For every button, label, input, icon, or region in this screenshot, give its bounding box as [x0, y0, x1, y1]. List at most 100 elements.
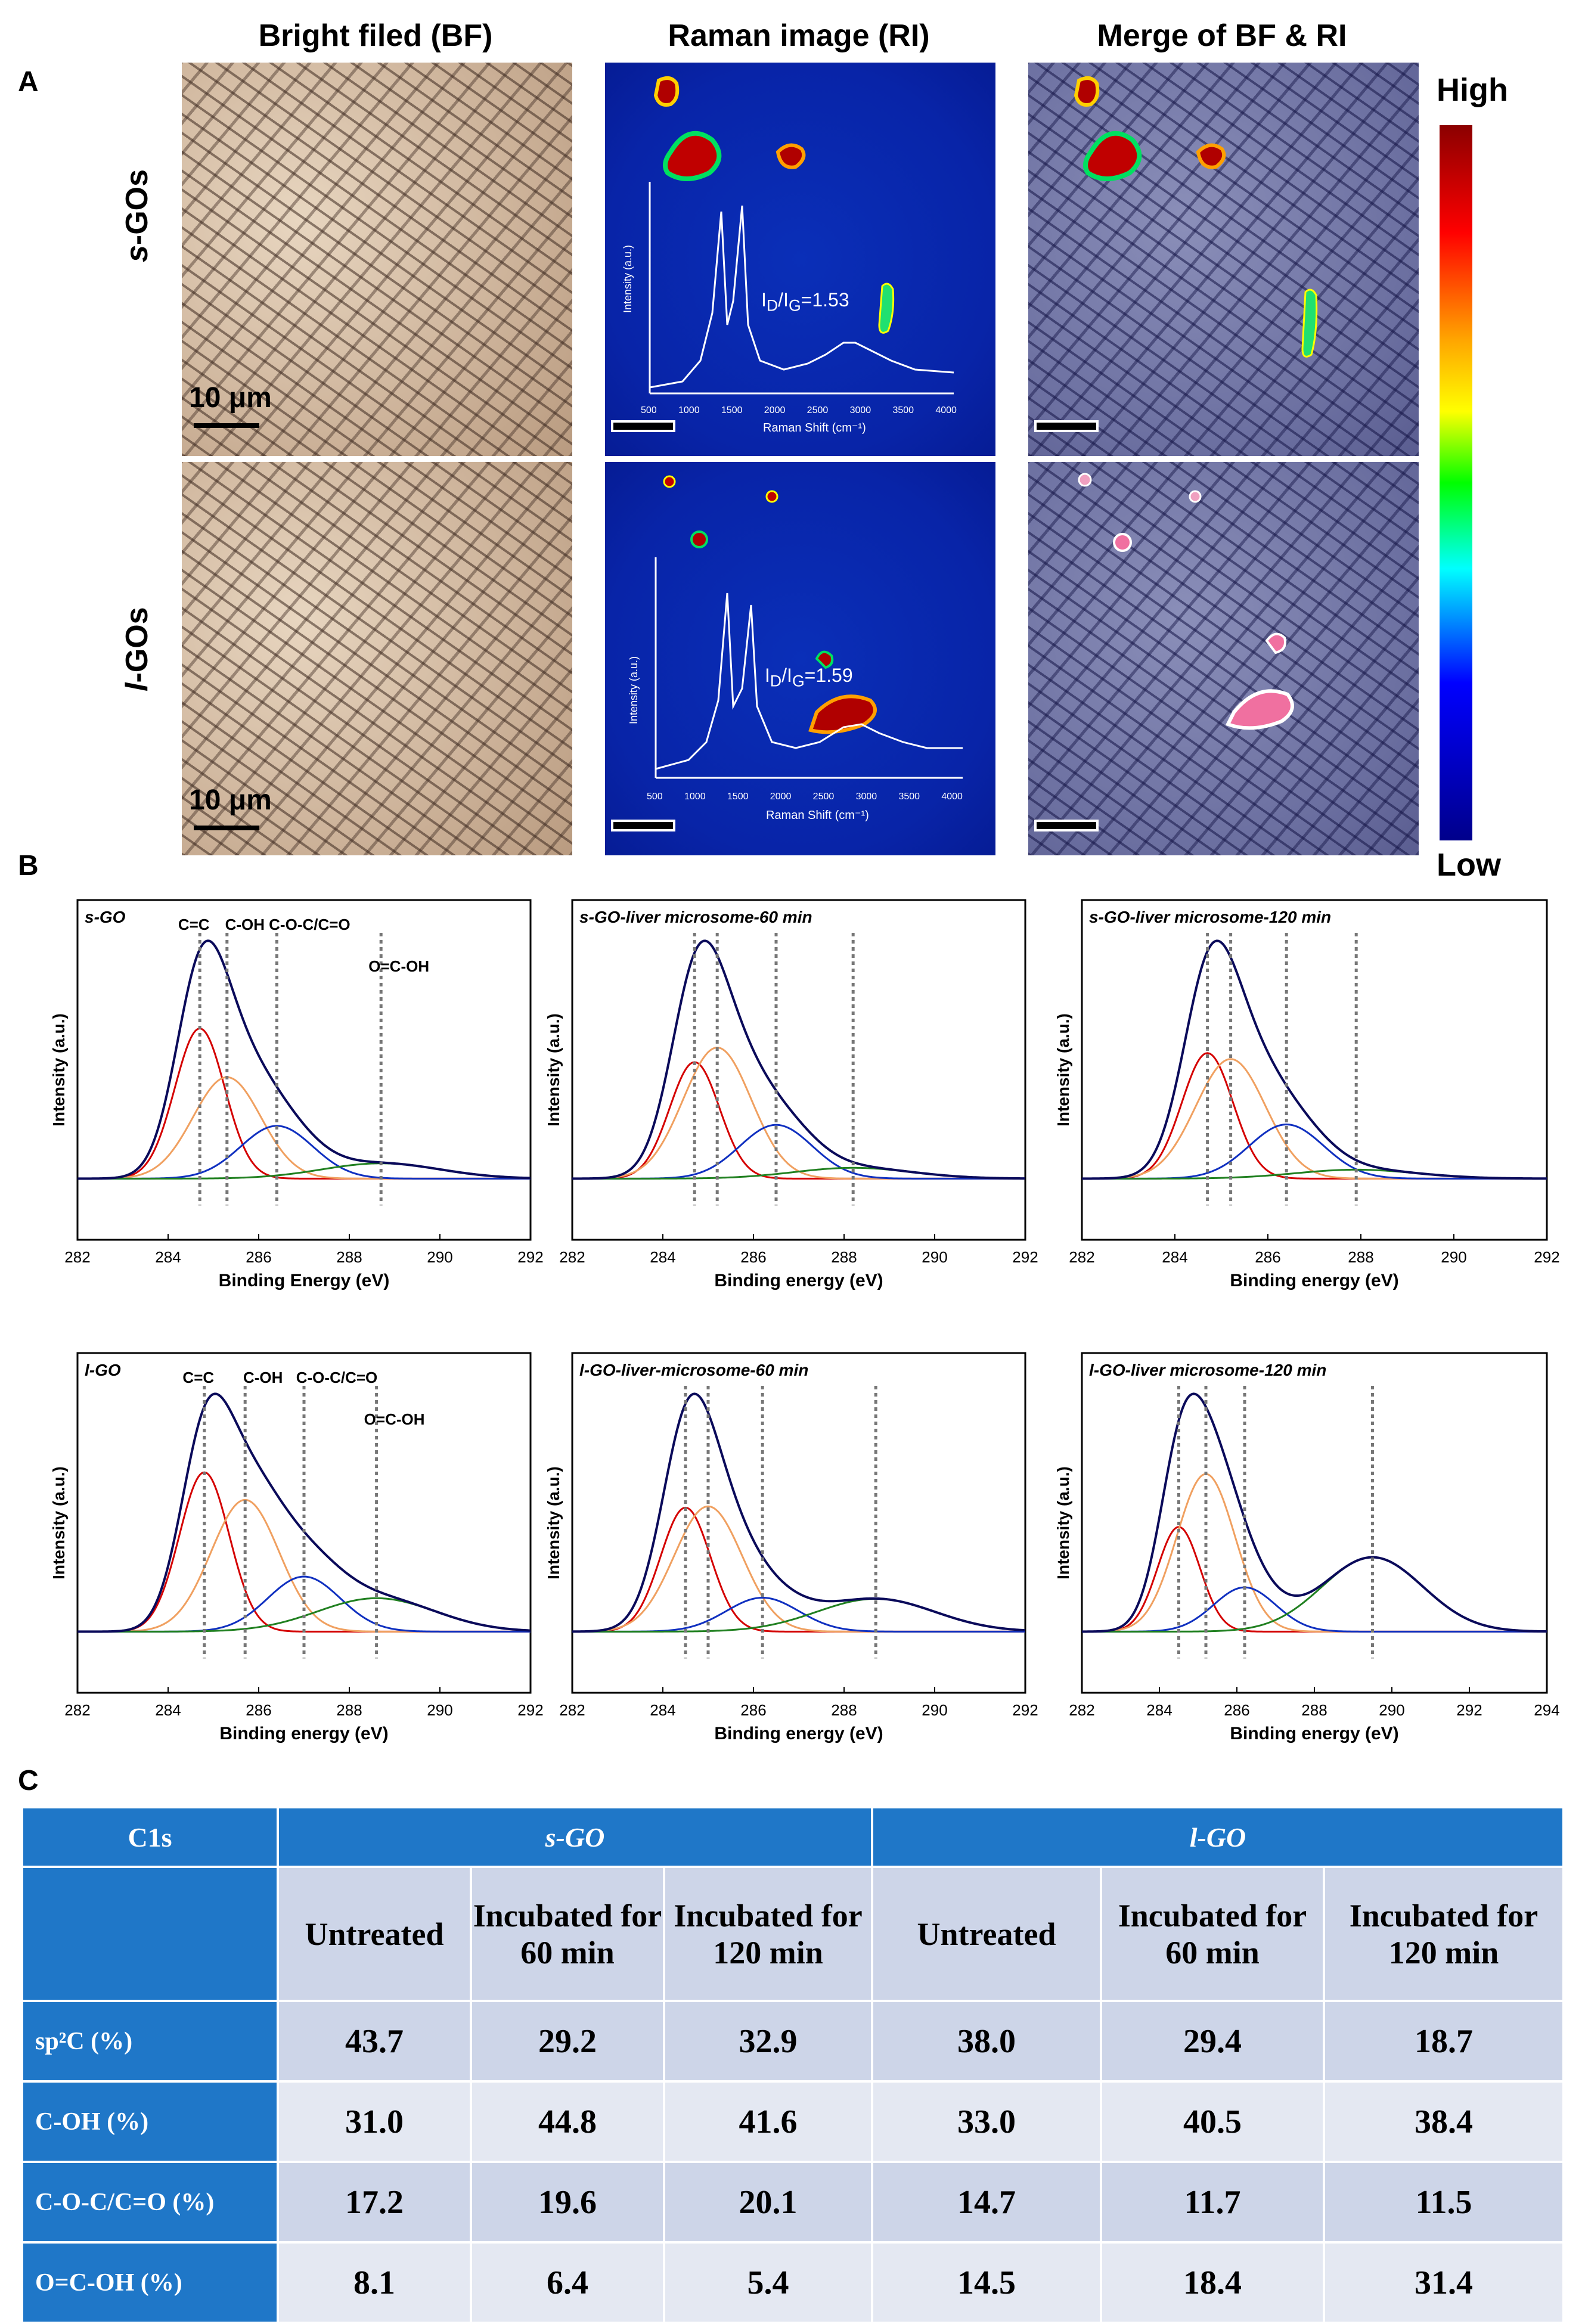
plot-title: l-GO — [85, 1361, 121, 1379]
id-ig-ratio: ID/IG=1.59 — [765, 665, 853, 690]
y-axis-label: Intensity (a.u.) — [544, 1466, 563, 1580]
x-tick-label: 286 — [1255, 1248, 1280, 1266]
colorbar — [1440, 125, 1472, 840]
row-label: C-OH (%) — [21, 2080, 279, 2163]
inset-ylabel: Intensity (a.u.) — [622, 244, 634, 313]
x-tick-label: 292 — [1012, 1701, 1038, 1719]
c1s-table: C1s s-GO l-GO Untreated Incubated for 60… — [21, 1806, 1565, 2324]
subheader: Untreated — [277, 1866, 472, 2002]
table-row: O=C-OH (%) 8.1 6.4 5.4 14.5 18.4 31.4 — [21, 2241, 1565, 2324]
x-tick-label: 284 — [155, 1248, 181, 1266]
table-cell: 17.2 — [277, 2161, 472, 2244]
x-tick-label: 284 — [1162, 1248, 1187, 1266]
scale-bar — [611, 420, 675, 432]
x-tick-label: 290 — [1441, 1248, 1466, 1266]
scale-label: 10 μm — [189, 382, 272, 414]
group-s-go: s-GO — [277, 1806, 873, 1868]
row-label: sp²C (%) — [21, 2000, 279, 2083]
peak-label: C-O-C/C=O — [296, 1369, 378, 1386]
table-cell: 20.1 — [663, 2161, 873, 2244]
plot-title: s-GO — [85, 908, 126, 926]
table-cell: 38.4 — [1323, 2080, 1565, 2163]
x-tick-label: 288 — [1348, 1248, 1373, 1266]
peak-label: C-OH — [243, 1369, 283, 1386]
group-l-go: l-GO — [871, 1806, 1565, 1868]
inset-xlabel: Raman Shift (cm⁻¹) — [766, 809, 869, 822]
component-curve — [1082, 1124, 1547, 1180]
panel-c-letter: C — [18, 1765, 39, 1796]
x-tick-label: 286 — [740, 1248, 766, 1266]
x-tick-label: 282 — [559, 1248, 585, 1266]
x-axis-label: Binding energy (eV) — [714, 1724, 883, 1743]
table-cell: 40.5 — [1100, 2080, 1325, 2163]
x-tick-label: 290 — [427, 1248, 452, 1266]
x-tick-label: 282 — [1069, 1248, 1094, 1266]
envelope-curve — [1081, 939, 1547, 1180]
x-tick-label: 286 — [246, 1701, 271, 1719]
raman-inset-spectrum — [655, 557, 963, 779]
peak-label: C-OH — [225, 916, 265, 933]
x-tick-label: 292 — [517, 1701, 543, 1719]
plot-title: s-GO-liver microsome-120 min — [1089, 908, 1331, 926]
colorbar-low: Low — [1437, 847, 1501, 883]
x-tick-label: 288 — [336, 1248, 362, 1266]
table-cell: 44.8 — [470, 2080, 665, 2163]
envelope-curve — [1081, 1392, 1547, 1633]
x-axis-label: Binding energy (eV) — [1230, 1271, 1398, 1290]
x-tick-label: 290 — [427, 1701, 452, 1719]
scale-bar — [1034, 820, 1099, 831]
raman-image-s-go: Intensity (a.u.) Raman Shift (cm⁻¹) 500 1… — [605, 63, 995, 456]
plot-title: l-GO-liver-microsome-60 min — [579, 1361, 808, 1379]
raman-hotspots — [653, 76, 895, 334]
x-tick-label: 290 — [1379, 1701, 1404, 1719]
x-tick-label: 288 — [336, 1701, 362, 1719]
table-cell: 5.4 — [663, 2241, 873, 2324]
colorbar-high: High — [1437, 72, 1508, 108]
table-cell: 41.6 — [663, 2080, 873, 2163]
y-axis-label: Intensity (a.u.) — [49, 1013, 68, 1127]
x-tick-label: 286 — [740, 1701, 766, 1719]
x-tick-label: 286 — [1224, 1701, 1249, 1719]
row-label-l-gos: l-GOs — [120, 607, 154, 691]
table-cell: 31.0 — [277, 2080, 472, 2163]
row-label-s-gos: s-GOs — [120, 169, 154, 262]
scale-bar — [194, 826, 259, 830]
x-tick-label: 282 — [559, 1701, 585, 1719]
table-cell: 31.4 — [1323, 2241, 1565, 2324]
table-cell: 19.6 — [470, 2161, 665, 2244]
inset-xlabel: Raman Shift (cm⁻¹) — [763, 421, 866, 435]
peak-label: O=C-OH — [368, 957, 429, 975]
inset-xticks: 500 1000 1500 2000 2500 3000 3500 4000 — [641, 405, 957, 415]
x-axis-label: Binding energy (eV) — [1230, 1724, 1398, 1743]
table-cell: 6.4 — [470, 2241, 665, 2324]
plot-frame — [1081, 899, 1548, 1241]
subheader: Incubated for 60 min — [1100, 1866, 1325, 2002]
merge-hotspots — [1074, 76, 1318, 358]
panel-a-letter: A — [18, 66, 39, 98]
envelope-curve — [572, 939, 1026, 1180]
x-axis-label: Binding energy (eV) — [219, 1724, 388, 1743]
envelope-curve — [572, 1392, 1026, 1633]
x-axis-label: Binding energy (eV) — [714, 1271, 883, 1290]
x-tick-label: 292 — [1012, 1248, 1038, 1266]
table-corner: C1s — [21, 1806, 279, 1868]
x-tick-label: 288 — [831, 1248, 857, 1266]
table-cell: 33.0 — [871, 2080, 1102, 2163]
x-tick-label: 282 — [64, 1701, 90, 1719]
x-tick-label: 290 — [922, 1248, 947, 1266]
x-tick-label: 292 — [1534, 1248, 1559, 1266]
subheader: Incubated for 120 min — [663, 1866, 873, 2002]
merge-image-l-go — [1028, 462, 1419, 855]
inset-ylabel: Intensity (a.u.) — [628, 656, 640, 724]
plot-title: s-GO-liver microsome-60 min — [579, 908, 812, 926]
component-curve — [1082, 1556, 1547, 1633]
component-curve — [1081, 1058, 1547, 1180]
y-axis-label: Intensity (a.u.) — [1054, 1466, 1072, 1580]
component-curve — [572, 1505, 1025, 1633]
peak-label: C=C — [178, 916, 210, 933]
table-cell: 29.4 — [1100, 2000, 1325, 2083]
table-cell: 29.2 — [470, 2000, 665, 2083]
plot-frame — [571, 899, 1026, 1241]
raman-inset-spectrum — [649, 182, 954, 395]
col-title-bf: Bright filed (BF) — [258, 18, 493, 53]
